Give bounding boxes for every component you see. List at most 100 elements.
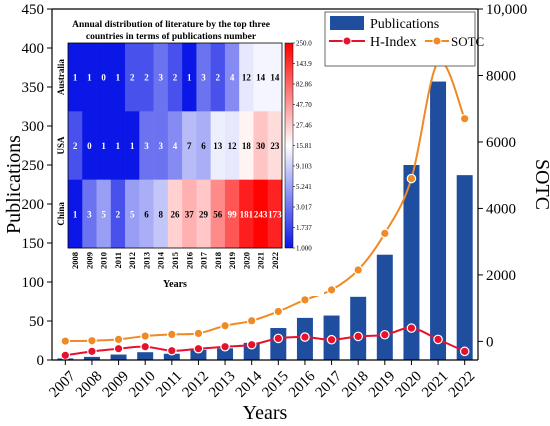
heatmap-value-usa-2021: 30 xyxy=(256,141,266,151)
heatmap-value-china-2008: 1 xyxy=(73,209,78,219)
heatmap-cell-australia-2011 xyxy=(110,43,126,112)
x-tick-label-2020: 2020 xyxy=(393,368,426,401)
heatmap-cell-china-2012 xyxy=(125,179,140,249)
left-tick-label-50: 50 xyxy=(29,314,44,330)
sotc-point-2015 xyxy=(273,306,284,317)
colorbar-tick-label-4: 27.46 xyxy=(296,122,312,130)
heatmap-value-china-2019: 99 xyxy=(228,209,238,219)
heatmap-cell-usa-2019 xyxy=(224,111,240,180)
x-tick-label-2012: 2012 xyxy=(180,368,213,401)
heatmap-cell-china-2016 xyxy=(182,179,197,249)
h-index-point-2008 xyxy=(87,346,97,357)
colorbar-tick-label-5: 15.81 xyxy=(296,142,312,150)
h-index-point-2019 xyxy=(380,329,390,340)
heatmap-value-usa-2019: 12 xyxy=(228,141,238,151)
heatmap-value-usa-2011: 1 xyxy=(116,141,121,151)
heatmap-value-usa-2008: 2 xyxy=(73,141,78,151)
heatmap-value-australia-2011: 1 xyxy=(116,73,121,83)
heatmap-value-china-2021: 243 xyxy=(254,209,268,219)
x-tick-label-2010: 2010 xyxy=(126,368,159,401)
x-tick-label-2022: 2022 xyxy=(446,368,479,401)
heatmap-cell-australia-2010 xyxy=(96,43,112,112)
heatmap-cell-australia-2008 xyxy=(68,43,83,112)
x-tick-label-2018: 2018 xyxy=(339,368,372,401)
heatmap-cell-china-2014 xyxy=(153,179,169,249)
x-tick-label-2007: 2007 xyxy=(46,368,79,401)
sotc-point-2018 xyxy=(353,265,363,275)
sotc-point-2019 xyxy=(380,228,390,239)
heatmap-cell-usa-2015 xyxy=(167,111,183,180)
heatmap-cell-australia-2017 xyxy=(196,43,211,112)
legend-swatch-publications xyxy=(330,16,364,30)
heatmap-col-label-2020: 2020 xyxy=(241,252,251,269)
heatmap-cell-australia-2019 xyxy=(224,43,240,112)
heatmap-value-china-2017: 29 xyxy=(199,209,209,219)
heatmap-col-label-2019: 2019 xyxy=(227,252,237,269)
colorbar-tick-label-7: 5.241 xyxy=(296,183,312,191)
heatmap-cell-usa-2011 xyxy=(110,111,126,180)
heatmap-value-usa-2020: 18 xyxy=(242,141,252,151)
left-tick-label-200: 200 xyxy=(22,197,45,213)
h-index-point-2013 xyxy=(220,341,230,352)
bar-2012 xyxy=(190,349,207,360)
heatmap-cell-usa-2021 xyxy=(253,111,269,180)
heatmap-col-label-2009: 2009 xyxy=(84,252,94,269)
heatmap-value-usa-2016: 7 xyxy=(187,141,192,151)
heatmap-cell-australia-2022 xyxy=(267,43,283,112)
x-tick-label-2014: 2014 xyxy=(233,368,266,401)
heatmap-inset: Annual distribution of literature by the… xyxy=(56,14,324,296)
colorbar-tick-label-9: 1.737 xyxy=(296,224,312,232)
publication-bars xyxy=(57,81,473,360)
heatmap-cell-china-2021 xyxy=(253,179,269,249)
colorbar-tick-label-0: 250.0 xyxy=(296,40,312,48)
heatmap-cell-usa-2012 xyxy=(125,111,140,180)
h-index-point-2016 xyxy=(300,332,310,342)
heatmap-col-label-2010: 2010 xyxy=(99,252,109,269)
heatmap-value-australia-2016: 1 xyxy=(187,73,192,83)
heatmap-value-china-2010: 5 xyxy=(101,209,106,219)
h-index-point-2021 xyxy=(433,334,443,345)
sotc-point-2011 xyxy=(167,329,177,340)
heatmap-value-australia-2022: 14 xyxy=(270,73,280,83)
heatmap-col-label-2022: 2022 xyxy=(270,252,280,269)
heatmap-value-australia-2018: 2 xyxy=(216,73,221,83)
heatmap-value-usa-2012: 1 xyxy=(130,141,135,151)
heatmap-cell-usa-2018 xyxy=(210,111,226,180)
heatmap-value-australia-2008: 1 xyxy=(73,73,78,83)
heatmap-col-label-2014: 2014 xyxy=(156,251,166,269)
heatmap-value-usa-2015: 4 xyxy=(173,141,178,151)
heatmap-cell-australia-2013 xyxy=(139,43,154,112)
heatmap-value-australia-2013: 2 xyxy=(144,73,149,83)
bar-2013 xyxy=(217,348,234,360)
heatmap-value-australia-2012: 2 xyxy=(130,73,135,83)
heatmap-value-australia-2010: 0 xyxy=(101,73,106,83)
sotc-point-2017 xyxy=(326,285,337,295)
x-tick-label-2021: 2021 xyxy=(419,368,452,401)
x-tick-label-2008: 2008 xyxy=(73,368,106,401)
heatmap-cell-australia-2015 xyxy=(167,43,183,112)
heatmap-cell-usa-2016 xyxy=(182,111,197,180)
h-index-point-2018 xyxy=(353,331,363,342)
legend-label-publications: Publications xyxy=(370,17,439,32)
legend: Publications H-Index SOTC xyxy=(324,11,484,67)
x-axis-title: Years xyxy=(243,402,288,424)
heatmap-cell-china-2013 xyxy=(139,179,154,249)
heatmap-value-china-2020: 181 xyxy=(240,209,254,219)
heatmap-value-china-2012: 5 xyxy=(130,209,135,219)
heatmap-cell-china-2018 xyxy=(210,179,226,249)
heatmap-col-label-2013: 2013 xyxy=(141,252,151,269)
sotc-point-2012 xyxy=(193,328,204,339)
heatmap-title-line-1: Annual distribution of literature by the… xyxy=(72,20,270,30)
bar-2019 xyxy=(376,254,393,360)
sotc-point-2013 xyxy=(220,320,230,331)
left-tick-label-250: 250 xyxy=(22,158,45,174)
heatmap-value-usa-2018: 13 xyxy=(213,141,223,151)
h-index-point-2022 xyxy=(459,346,470,357)
heatmap-cell-australia-2018 xyxy=(210,43,226,112)
x-tick-label-2017: 2017 xyxy=(313,368,346,401)
heatmap-value-usa-2017: 6 xyxy=(201,141,206,151)
x-tick-label-2016: 2016 xyxy=(286,368,319,401)
heatmap-value-china-2015: 26 xyxy=(171,209,181,219)
heatmap-value-australia-2020: 12 xyxy=(242,73,252,83)
